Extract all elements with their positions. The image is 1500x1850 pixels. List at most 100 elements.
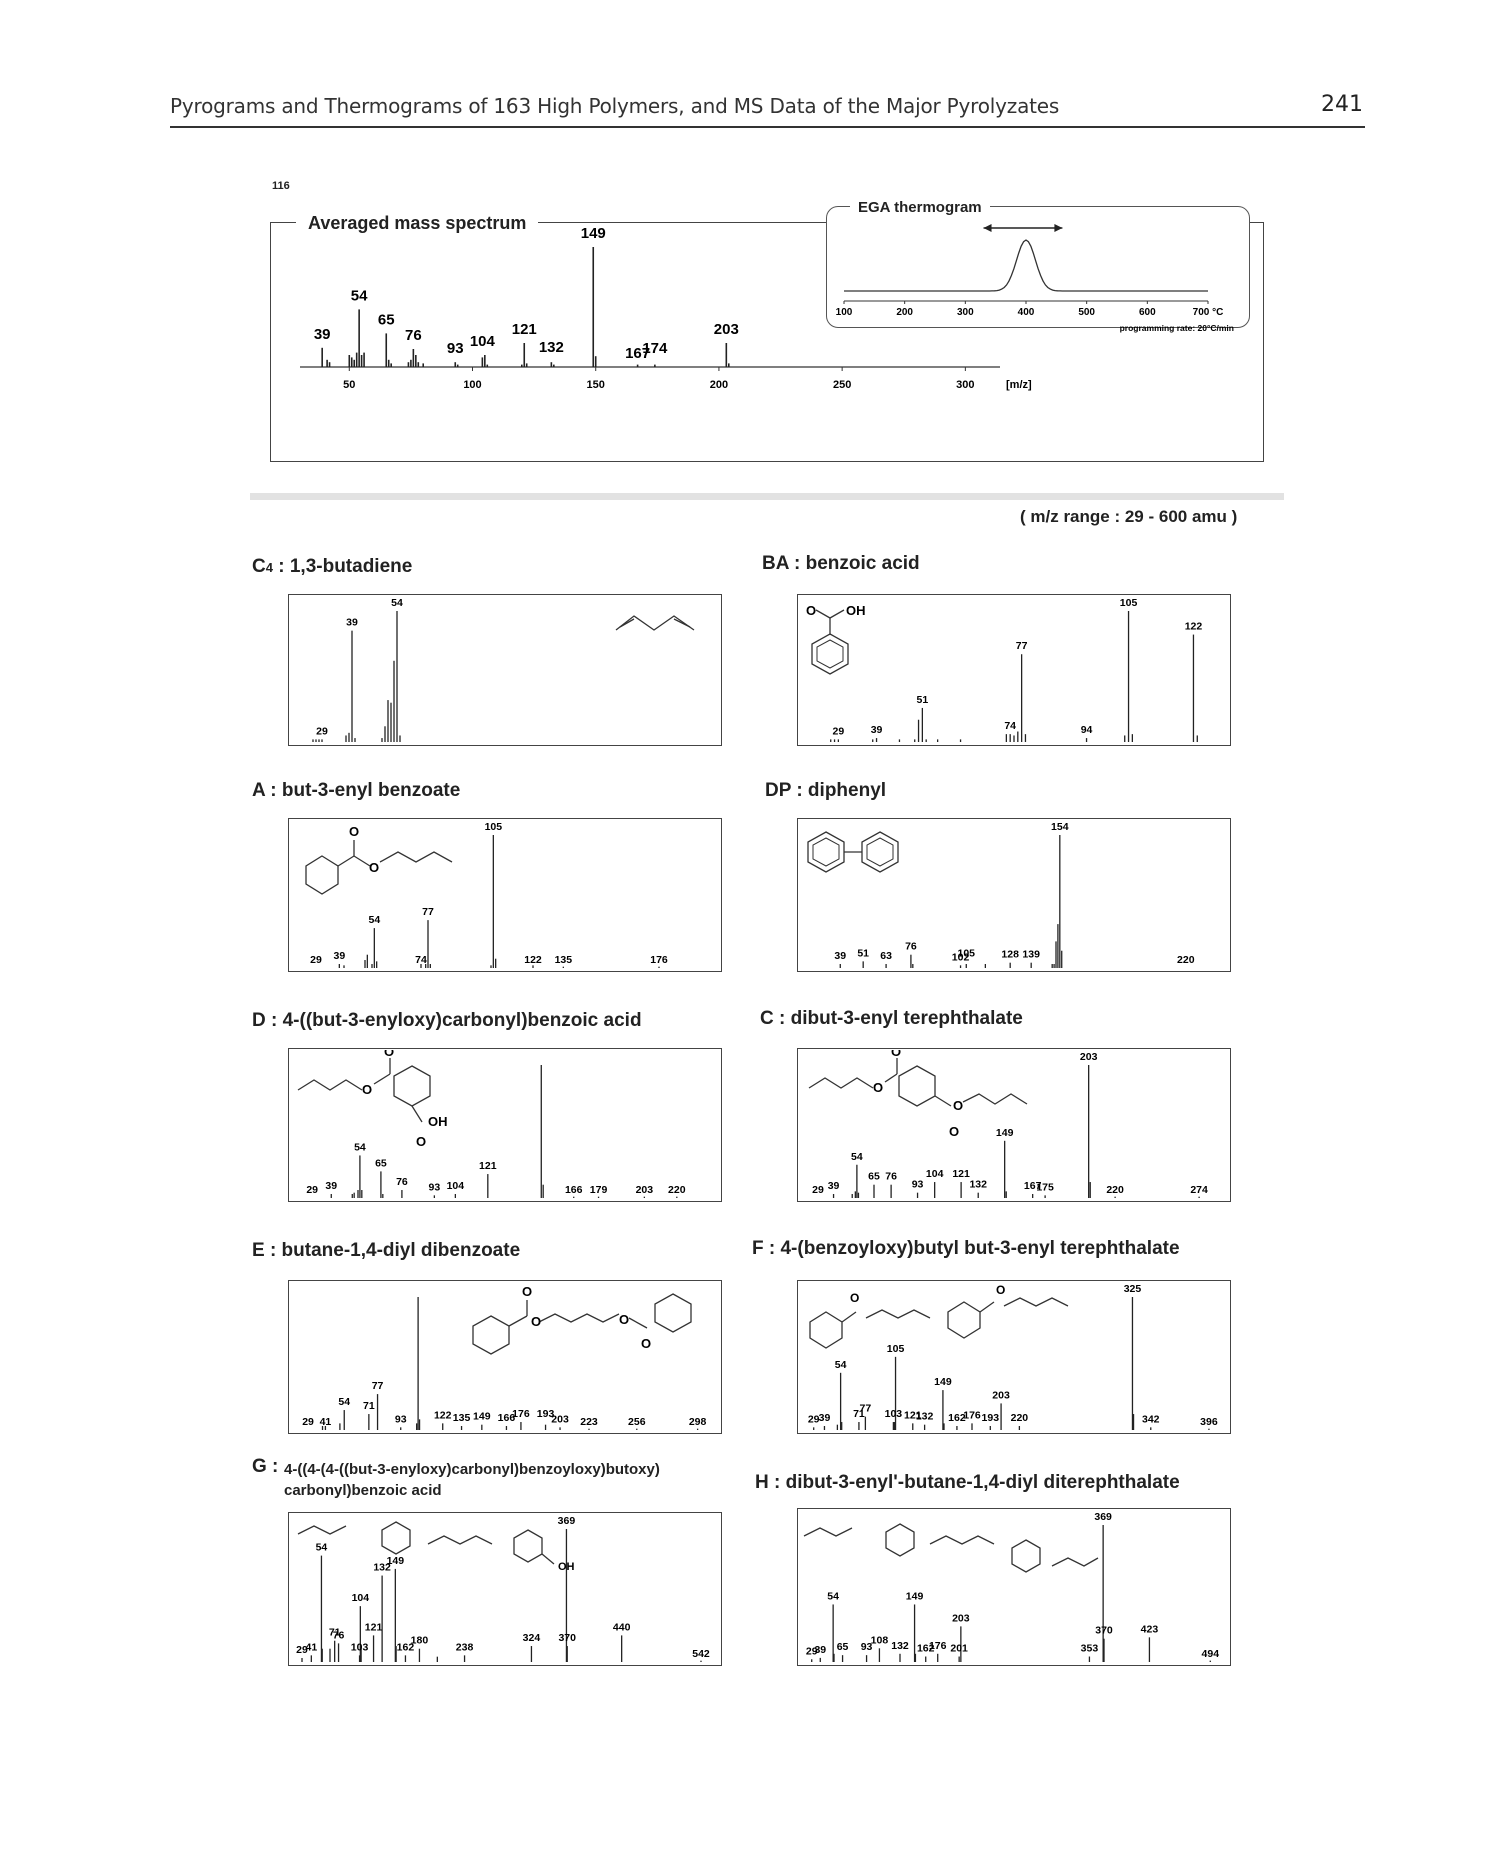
spectrum-d: 29 39 54 65 76 93 104 121 166 179 203 220: [306, 1065, 686, 1198]
averaged-tick-label: 150: [587, 379, 605, 391]
peak-label: 71: [329, 1627, 341, 1639]
peak-label: 77: [1016, 640, 1028, 652]
peak-label: 29: [310, 954, 322, 966]
peak-label: 162: [948, 1412, 966, 1424]
structure-but3enyl-benzoate: O O: [305, 824, 453, 895]
averaged-peak-label: 76: [405, 327, 422, 344]
peak-label: 122: [1185, 621, 1203, 633]
peak-label: 121: [904, 1409, 922, 1421]
peak-label: 93: [395, 1413, 407, 1425]
peak-label: 423: [1141, 1623, 1159, 1635]
averaged-tick-label: 50: [343, 379, 355, 391]
atom-o: O: [349, 824, 359, 839]
peak-label: 149: [387, 1555, 405, 1567]
panel-c: 29 39 54 65 76 93 104 121 132 149 167 175 203 220 274: [797, 1048, 1231, 1202]
peak-label: 29: [302, 1416, 314, 1428]
peak-label: 203: [1080, 1051, 1098, 1063]
panel-c4: 29 39 54: [288, 594, 722, 746]
peak-label: 176: [650, 954, 668, 966]
peak-label: 220: [1011, 1412, 1029, 1424]
panel-title-c4: C4 : 1,3-butadiene: [252, 556, 412, 578]
peak-label: 274: [1190, 1184, 1208, 1196]
peak-label: 39: [828, 1180, 840, 1192]
atom-o: O: [384, 1050, 394, 1059]
panel-title-ba: BA : benzoic acid: [762, 553, 920, 574]
peak-label: 176: [512, 1408, 530, 1420]
panel-title-d: D : 4-((but-3-enyloxy)carbonyl)benzoic a…: [252, 1010, 642, 1031]
ega-tick-label: 700 °C: [1193, 307, 1224, 318]
peak-label: 132: [891, 1640, 909, 1652]
peak-label: 121: [479, 1160, 497, 1172]
peak-label: 71: [853, 1408, 865, 1420]
peak-label: 104: [926, 1168, 944, 1180]
peak-label: 65: [375, 1157, 387, 1169]
peak-label: 149: [934, 1376, 952, 1388]
atom-o: O: [850, 1291, 859, 1305]
peak-label: 29: [806, 1645, 818, 1657]
panel-g: 29 41 54 71 76 103 104 121 132 149 162 180 238 324 369…: [288, 1512, 722, 1666]
peak-label: 176: [963, 1409, 981, 1421]
averaged-peak-label: 167: [625, 345, 650, 362]
spectrum-ba: 29 39 51 74 77 94 105 122: [830, 597, 1203, 742]
peak-label: 179: [590, 1184, 608, 1196]
atom-o: O: [953, 1098, 963, 1113]
averaged-peak-label: 174: [642, 340, 668, 357]
peak-label: 149: [996, 1127, 1014, 1139]
peak-label: 370: [1095, 1625, 1113, 1637]
peak-label: 105: [887, 1343, 905, 1355]
peak-label: 325: [1124, 1283, 1142, 1295]
peak-label: 180: [411, 1635, 429, 1647]
panel-f: 29 39 54 71 77 103 105 121 132 149 162 176 193 203 220…: [797, 1280, 1231, 1434]
peak-label: 121: [952, 1168, 970, 1180]
spectrum-a: 29 39 54 74 77 105 122 135 176: [310, 821, 668, 968]
peak-label: 65: [837, 1641, 849, 1653]
panel-title-c4-prefix: C: [252, 556, 266, 577]
peak-label: 342: [1142, 1413, 1160, 1425]
running-title: Pyrograms and Thermograms of 163 High Po…: [170, 94, 1060, 118]
peak-label: 93: [861, 1641, 873, 1653]
averaged-tick-label: 300: [956, 379, 974, 391]
peak-label: 238: [456, 1641, 474, 1653]
structure-e: O O O O: [472, 1284, 692, 1355]
peak-label: 167: [1024, 1180, 1042, 1192]
averaged-peak-label: 93: [447, 340, 464, 357]
peak-label: 54: [827, 1590, 839, 1602]
peak-label: 77: [372, 1380, 384, 1392]
ega-tick-label: 300: [957, 307, 974, 318]
peak-label: 29: [316, 725, 328, 737]
averaged-unit: [m/z]: [1006, 379, 1032, 391]
peak-label: 135: [555, 954, 573, 966]
atom-o: O: [531, 1314, 541, 1329]
peak-label: 104: [352, 1592, 370, 1604]
peak-label: 74: [1004, 720, 1016, 732]
peak-label: 122: [524, 954, 542, 966]
ega-tick-label: 500: [1078, 307, 1095, 318]
structure-c: O O O O: [808, 1050, 1028, 1139]
panel-title-c4-text: : 1,3-butadiene: [272, 556, 413, 577]
peak-label: 203: [992, 1389, 1010, 1401]
peak-label: 396: [1200, 1416, 1218, 1428]
peak-label: 51: [917, 694, 929, 706]
peak-label: 54: [368, 914, 380, 926]
peak-label: 54: [835, 1359, 847, 1371]
panel-title-h: H : dibut-3-enyl'-butane-1,4-diyl ditere…: [755, 1472, 1180, 1493]
panel-title-e: E : butane-1,4-diyl dibenzoate: [252, 1240, 521, 1261]
atom-o: O: [522, 1284, 532, 1299]
atom-oh: OH: [428, 1114, 448, 1129]
panel-title-g-line1: 4-((4-(4-((but-3-enyloxy)carbonyl)benzoy…: [284, 1461, 660, 1478]
averaged-tick-label: 100: [463, 379, 481, 391]
peak-label: 74: [415, 954, 427, 966]
structure-diphenyl: [807, 831, 899, 873]
peak-label: 121: [365, 1621, 383, 1633]
peak-label: 76: [396, 1176, 408, 1188]
peak-label: 166: [498, 1412, 516, 1424]
averaged-spectrum-title: Averaged mass spectrum: [296, 213, 539, 234]
peak-label: 122: [434, 1409, 452, 1421]
peak-label: 162: [397, 1641, 415, 1653]
peak-label: 203: [551, 1413, 569, 1425]
peak-label: 29: [296, 1644, 308, 1656]
peak-label: 256: [628, 1416, 646, 1428]
